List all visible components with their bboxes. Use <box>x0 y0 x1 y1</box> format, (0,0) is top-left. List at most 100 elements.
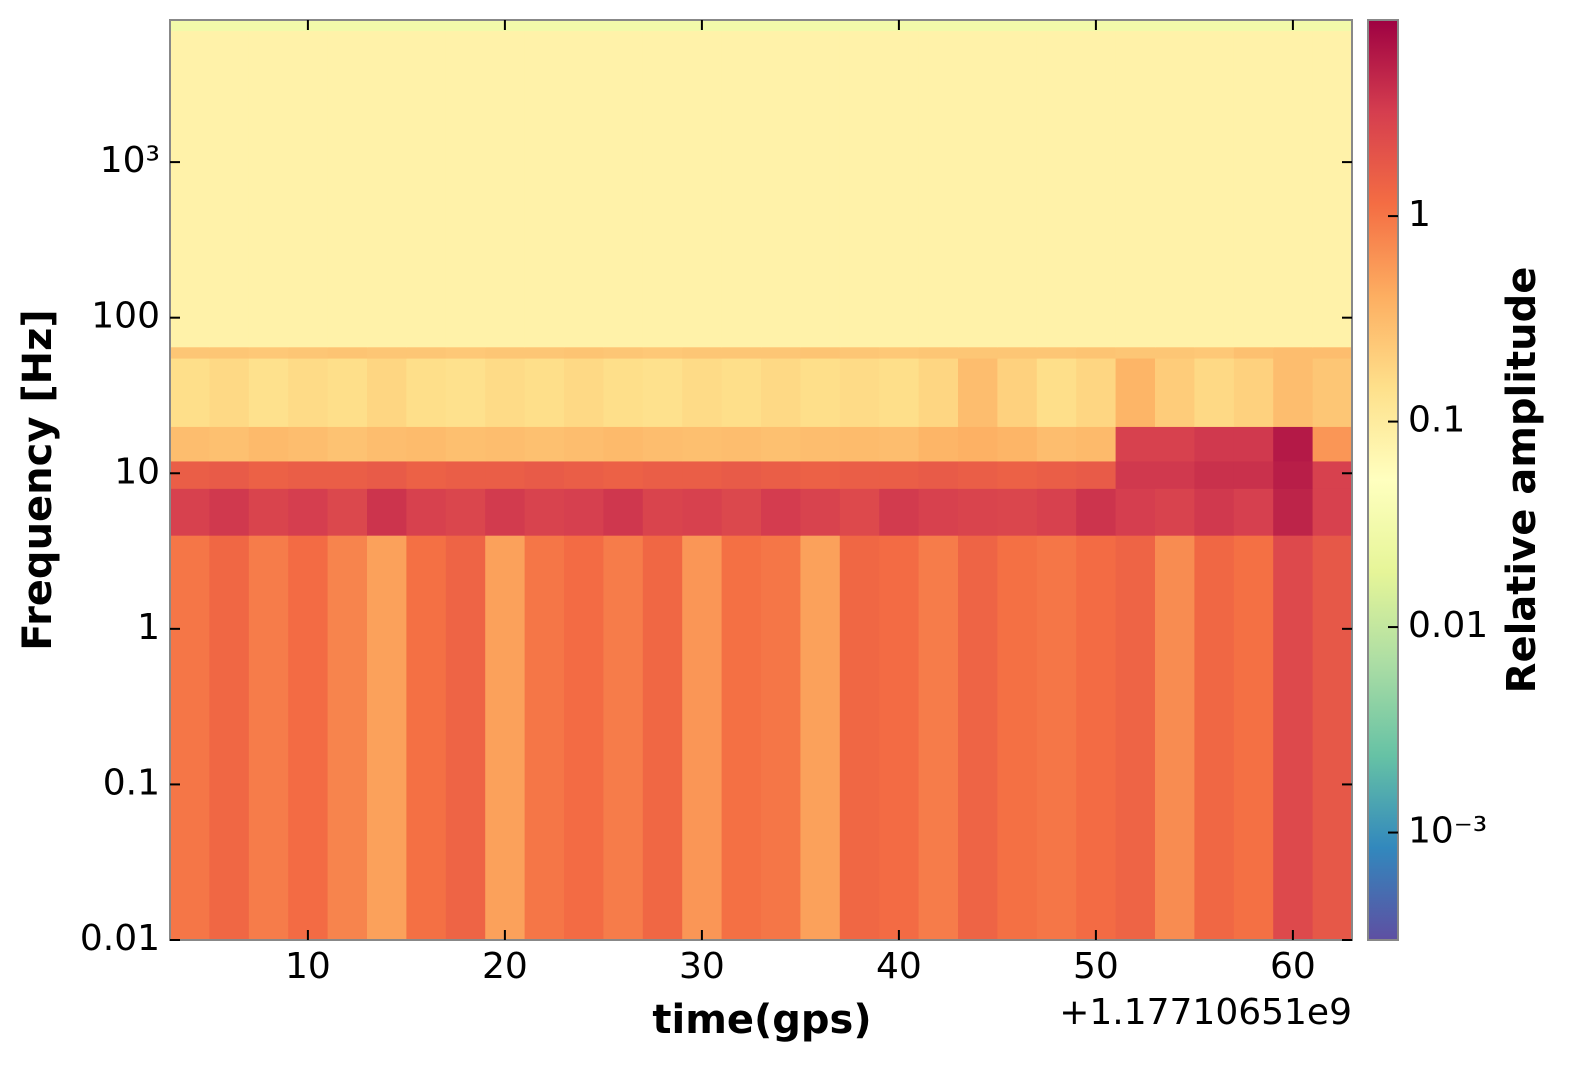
heatmap-cell <box>1233 460 1274 489</box>
heatmap-cell <box>248 358 289 427</box>
heatmap-cell <box>1036 460 1077 489</box>
heatmap-cell <box>1233 358 1274 427</box>
heatmap-cell <box>445 20 486 32</box>
heatmap-cell <box>879 30 920 348</box>
heatmap-cell <box>682 535 723 941</box>
colorbar <box>1367 19 1399 941</box>
heatmap-cell <box>603 346 644 359</box>
heatmap-cell <box>1233 30 1274 348</box>
y-tick-label: 10 <box>114 451 160 492</box>
heatmap-cell <box>248 488 289 536</box>
heatmap-cell <box>1076 346 1117 359</box>
heatmap-cell <box>367 426 407 462</box>
heatmap-cell <box>1312 358 1353 427</box>
heatmap-cell <box>721 460 762 489</box>
heatmap-cell <box>642 488 683 536</box>
heatmap-cell <box>958 535 998 941</box>
heatmap-cell <box>170 460 210 489</box>
heatmap-cell <box>958 358 998 427</box>
heatmap-cell <box>1312 346 1353 359</box>
heatmap-cell <box>800 535 841 941</box>
heatmap-cell <box>1155 346 1195 359</box>
heatmap-cell <box>1155 488 1195 536</box>
heatmap-cell <box>682 358 723 427</box>
heatmap-cell <box>367 346 407 359</box>
colorbar-tick-label: 10⁻³ <box>1408 811 1487 852</box>
heatmap-cell <box>997 20 1038 32</box>
heatmap-cell <box>879 346 920 359</box>
heatmap-cell <box>564 426 604 462</box>
heatmap-cell <box>1273 346 1314 359</box>
heatmap-cell <box>603 535 644 941</box>
heatmap-cell <box>721 535 762 941</box>
heatmap-cell <box>327 346 368 359</box>
heatmap-cell <box>248 346 289 359</box>
heatmap-cell <box>170 426 210 462</box>
heatmap-cell <box>1036 30 1077 348</box>
heatmap-cell <box>1233 426 1274 462</box>
heatmap-cell <box>721 426 762 462</box>
heatmap-cell <box>997 426 1038 462</box>
heatmap-cell <box>642 358 683 427</box>
heatmap-cell <box>1076 460 1117 489</box>
heatmap-cell <box>721 358 762 427</box>
heatmap-cell <box>1076 358 1117 427</box>
heatmap-cell <box>1194 535 1235 941</box>
heatmap-cell <box>682 488 723 536</box>
heatmap-cell <box>1312 20 1353 32</box>
heatmap-cell <box>170 30 210 348</box>
heatmap-cell <box>209 426 250 462</box>
heatmap-cell <box>406 535 447 941</box>
y-tick-label: 10³ <box>100 140 160 181</box>
heatmap-cell <box>564 30 604 348</box>
heatmap-cell <box>1194 426 1235 462</box>
heatmap-cell <box>1115 30 1156 348</box>
heatmap-cell <box>761 30 801 348</box>
heatmap-cell <box>524 426 565 462</box>
heatmap-cell <box>248 30 289 348</box>
heatmap-cell <box>524 535 565 941</box>
heatmap-cell <box>1076 535 1117 941</box>
heatmap-cell <box>642 30 683 348</box>
heatmap-cell <box>485 460 526 489</box>
heatmap-cell <box>879 460 920 489</box>
heatmap-cell <box>367 30 407 348</box>
heatmap-cell <box>1115 346 1156 359</box>
heatmap-cell <box>682 346 723 359</box>
heatmap-cell <box>1115 426 1156 462</box>
heatmap-cell <box>603 426 644 462</box>
heatmap-cell <box>485 30 526 348</box>
heatmap-cell <box>1036 535 1077 941</box>
heatmap-cell <box>524 20 565 32</box>
colorbar-tick-label: 0.01 <box>1408 605 1488 646</box>
heatmap-cell <box>761 358 801 427</box>
heatmap-cell <box>800 460 841 489</box>
colorbar-label: Relative amplitude <box>1499 267 1545 694</box>
heatmap-cell <box>1036 426 1077 462</box>
heatmap-cell <box>1036 488 1077 536</box>
heatmap-cell <box>721 346 762 359</box>
heatmap-cell <box>997 535 1038 941</box>
heatmap-cell <box>839 346 880 359</box>
heatmap-cell <box>524 460 565 489</box>
heatmap-cell <box>1115 535 1156 941</box>
heatmap-cell <box>485 535 526 941</box>
x-tick-label: 30 <box>679 946 725 987</box>
y-tick-label: 100 <box>91 296 160 337</box>
heatmap-cell <box>524 358 565 427</box>
colorbar-tick-label: 0.1 <box>1408 400 1465 441</box>
heatmap-cell <box>839 488 880 536</box>
heatmap-cell <box>327 488 368 536</box>
heatmap-cell <box>1155 460 1195 489</box>
y-tick-label: 0.01 <box>80 918 160 959</box>
heatmap-cell <box>879 426 920 462</box>
heatmap-cell <box>800 358 841 427</box>
heatmap-cell <box>1233 488 1274 536</box>
heatmap-cell <box>485 488 526 536</box>
heatmap-cell <box>958 30 998 348</box>
x-axis-label: time(gps) <box>652 997 871 1043</box>
heatmap-cell <box>564 358 604 427</box>
heatmap-cell <box>1194 488 1235 536</box>
heatmap-cell <box>1036 358 1077 427</box>
heatmap-cell <box>170 488 210 536</box>
